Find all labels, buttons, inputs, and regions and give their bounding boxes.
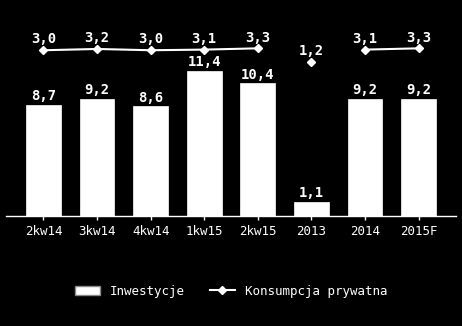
Text: 3,0: 3,0 — [31, 32, 56, 46]
Text: 3,1: 3,1 — [353, 32, 377, 46]
Text: 1,2: 1,2 — [299, 44, 324, 58]
Text: 11,4: 11,4 — [188, 55, 221, 69]
Text: 9,2: 9,2 — [85, 83, 109, 97]
Text: 1,1: 1,1 — [299, 186, 324, 200]
Bar — [347, 99, 383, 216]
Bar — [240, 83, 275, 216]
Bar — [187, 71, 222, 216]
Text: 10,4: 10,4 — [241, 67, 274, 82]
Bar — [79, 99, 115, 216]
Text: 3,2: 3,2 — [85, 31, 109, 45]
Text: 8,7: 8,7 — [31, 89, 56, 103]
Text: 3,0: 3,0 — [138, 32, 163, 46]
Text: 3,3: 3,3 — [245, 31, 270, 45]
Text: 8,6: 8,6 — [138, 91, 163, 105]
Bar — [26, 105, 61, 216]
Bar — [294, 202, 329, 216]
Text: 3,1: 3,1 — [192, 32, 217, 46]
Text: 3,3: 3,3 — [406, 31, 431, 45]
Text: 9,2: 9,2 — [406, 83, 431, 97]
Bar — [133, 106, 168, 216]
Text: 9,2: 9,2 — [353, 83, 377, 97]
Legend: Inwestycje, Konsumpcja prywatna: Inwestycje, Konsumpcja prywatna — [70, 280, 392, 303]
Bar — [401, 99, 436, 216]
